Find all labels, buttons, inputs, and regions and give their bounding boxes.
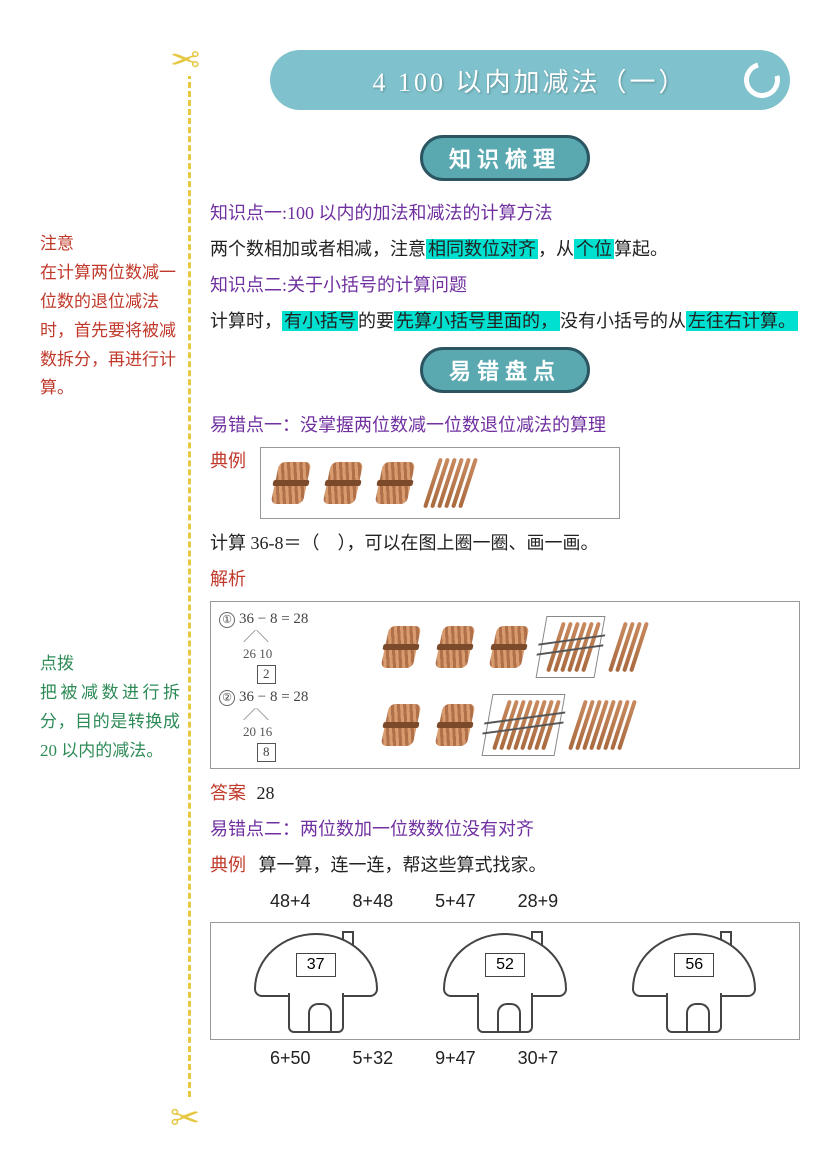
house-body (666, 993, 722, 1033)
section-pill-mistakes: 易错盘点 (420, 347, 590, 393)
text: 计算时， (210, 311, 282, 331)
mistake-point-2-heading: 易错点二：两位数加一位数数位没有对齐 (210, 811, 800, 847)
houses-figure: 37 52 56 (210, 922, 800, 1040)
stick-bundle (487, 622, 531, 672)
loose-sticks (576, 699, 629, 751)
text: 的从 (650, 311, 686, 331)
swirl-icon (737, 55, 786, 104)
equation: 9+47 (435, 1048, 476, 1069)
note-title: 点拨 (40, 650, 180, 679)
answer-line: 答案 28 (210, 775, 800, 811)
house-roof: 37 (254, 933, 378, 997)
chapter-title-banner: 4 100 以内加减法（一） (270, 50, 790, 110)
solution-math: ①36 − 8 = 28／＼26 102 (219, 610, 369, 685)
scissors-icon: ✂ (170, 1100, 200, 1136)
solution-math: ②36 − 8 = 28／＼20 168 (219, 688, 369, 763)
answer-value: 28 (257, 783, 275, 803)
margin-note-tip: 点拨 把被减数进行拆分，目的是转换成 20 以内的减法。 (40, 650, 180, 766)
text: 两个数相加或者相减，注意 (210, 239, 426, 259)
stick-bundle (433, 700, 477, 750)
house: 56 (624, 933, 764, 1033)
solution-row: ②36 − 8 = 28／＼20 168 (219, 686, 791, 764)
sticks-figure (260, 447, 620, 519)
equation: 8+48 (353, 891, 394, 912)
highlight-text: 有小括号 (282, 311, 358, 331)
knowledge-point-1-body: 两个数相加或者相减，注意相同数位对齐，从个位算起。 (210, 231, 800, 267)
house: 52 (435, 933, 575, 1033)
answer-label: 答案 (210, 783, 246, 803)
page-root: ✂ ✂ 注意 在计算两位数减一位数的退位减法时，首先要将被减数拆分，再进行计算。… (0, 0, 827, 1168)
house: 37 (246, 933, 386, 1033)
mistake-point-1-heading: 易错点一：没掌握两位数减一位数退位减法的算理 (210, 407, 800, 443)
house-body (288, 993, 344, 1033)
equation: 30+7 (518, 1048, 559, 1069)
scissors-icon: ✂ (170, 40, 200, 76)
stick-bundle (321, 458, 365, 508)
knowledge-point-1-heading: 知识点一:100 以内的加法和减法的计算方法 (210, 195, 800, 231)
stick-bundle (433, 622, 477, 672)
loose-sticks (431, 457, 470, 509)
bottom-equations-row: 6+50 5+32 9+47 30+7 (270, 1048, 800, 1069)
house-number: 52 (485, 953, 525, 977)
vertical-dashed-divider (188, 55, 191, 1115)
equation: 5+32 (353, 1048, 394, 1069)
text: 没有小括号 (560, 311, 650, 331)
section-pill-knowledge: 知识梳理 (420, 135, 590, 181)
house-number: 56 (674, 953, 714, 977)
highlight-text: 相同数位对齐 (426, 239, 538, 259)
equation: 6+50 (270, 1048, 311, 1069)
example-row: 典例 (210, 443, 800, 525)
text: 的要 (358, 311, 394, 331)
house-body (477, 993, 533, 1033)
example-label: 典例 (210, 443, 246, 479)
margin-note-attention: 注意 在计算两位数减一位数的退位减法时，首先要将被减数拆分，再进行计算。 (40, 230, 180, 403)
loose-sticks (616, 621, 641, 673)
example-2-row: 典例 算一算，连一连，帮这些算式找家。 (210, 847, 800, 883)
top-equations-row: 48+4 8+48 5+47 28+9 (270, 891, 800, 912)
equation: 28+9 (518, 891, 559, 912)
note-body: 把被减数进行拆分，目的是转换成 20 以内的减法。 (40, 679, 180, 766)
note-title: 注意 (40, 230, 180, 259)
house-roof: 52 (443, 933, 567, 997)
equation: 48+4 (270, 891, 311, 912)
text: 算起。 (614, 239, 668, 259)
solution-row: ①36 − 8 = 28／＼26 102 (219, 608, 791, 686)
highlight-text: 左往右计算。 (686, 311, 798, 331)
knowledge-point-2-body: 计算时，有小括号的要先算小括号里面的，没有小括号的从左往右计算。 (210, 303, 800, 339)
note-body: 在计算两位数减一位数的退位减法时，首先要将被减数拆分，再进行计算。 (40, 259, 180, 403)
highlight-text: 先算小括号里面的， (394, 311, 560, 331)
stick-bundle (379, 700, 423, 750)
house-number: 37 (296, 953, 336, 977)
example-label: 典例 (210, 855, 246, 875)
crossed-sticks (482, 694, 566, 756)
stick-bundle (379, 622, 423, 672)
highlight-text: 个位 (574, 239, 614, 259)
example-2-text: 算一算，连一连，帮这些算式找家。 (259, 855, 547, 875)
stick-bundle (373, 458, 417, 508)
knowledge-point-2-heading: 知识点二:关于小括号的计算问题 (210, 267, 800, 303)
text: ，从 (538, 239, 574, 259)
main-column: 4 100 以内加减法（一） 知识梳理 知识点一:100 以内的加法和减法的计算… (210, 50, 800, 1069)
solution-figure: ①36 − 8 = 28／＼26 102②36 − 8 = 28／＼20 168 (210, 601, 800, 769)
equation: 5+47 (435, 891, 476, 912)
house-roof: 56 (632, 933, 756, 997)
analysis-label: 解析 (210, 561, 800, 597)
example-question: 计算 36-8＝（ ），可以在图上圈一圈、画一画。 (210, 525, 800, 561)
chapter-title: 4 100 以内加减法（一） (372, 62, 687, 99)
crossed-sticks (536, 616, 606, 678)
stick-bundle (269, 458, 313, 508)
